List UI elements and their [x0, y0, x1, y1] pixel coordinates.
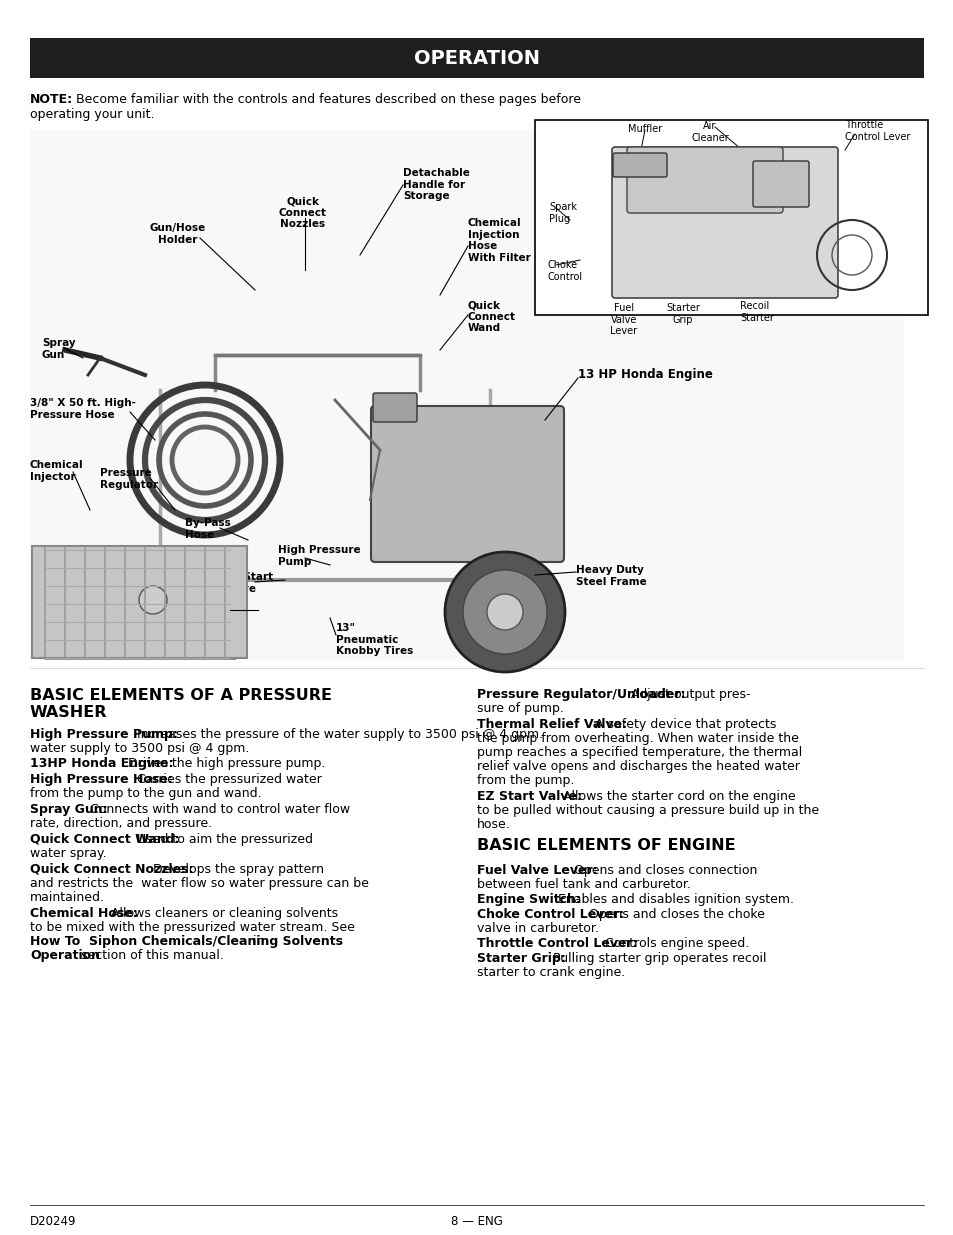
FancyBboxPatch shape: [626, 147, 782, 212]
Text: Throttle
Control Lever: Throttle Control Lever: [844, 120, 909, 142]
Text: Operation: Operation: [30, 948, 100, 962]
Circle shape: [462, 571, 546, 655]
Text: and restricts the  water flow so water pressure can be: and restricts the water flow so water pr…: [30, 877, 369, 890]
Text: Allows the starter cord on the engine: Allows the starter cord on the engine: [555, 790, 795, 803]
Text: relief valve opens and discharges the heated water: relief valve opens and discharges the he…: [476, 760, 799, 773]
Text: 13HP Honda Engine:: 13HP Honda Engine:: [30, 757, 173, 769]
Bar: [30, 38, 923, 78]
Text: water supply to 3500 psi @ 4 gpm.: water supply to 3500 psi @ 4 gpm.: [30, 742, 249, 755]
Text: between fuel tank and carburetor.: between fuel tank and carburetor.: [476, 878, 690, 890]
Text: Chemical Hose:: Chemical Hose:: [30, 906, 137, 920]
Text: Controls engine speed.: Controls engine speed.: [597, 937, 748, 950]
Text: valve in carburetor.: valve in carburetor.: [476, 923, 598, 935]
Text: Opens and closes the choke: Opens and closes the choke: [580, 908, 764, 921]
Text: Muffler: Muffler: [627, 124, 661, 135]
FancyBboxPatch shape: [371, 406, 563, 562]
Text: Become familiar with the controls and features described on these pages before: Become familiar with the controls and fe…: [71, 93, 580, 106]
Text: Fuel Valve Lever:: Fuel Valve Lever:: [476, 864, 597, 877]
Text: Heavy Duty
Steel Frame: Heavy Duty Steel Frame: [576, 564, 646, 587]
Text: Quick
Connect
Wand: Quick Connect Wand: [468, 300, 516, 333]
Text: BASIC ELEMENTS OF ENGINE: BASIC ELEMENTS OF ENGINE: [476, 839, 735, 853]
Text: Fuel
Valve
Lever: Fuel Valve Lever: [610, 303, 637, 336]
FancyBboxPatch shape: [612, 147, 837, 298]
Text: 8 — ENG: 8 — ENG: [451, 1215, 502, 1228]
Text: water spray.: water spray.: [30, 847, 107, 860]
Text: Throttle Control Lever:: Throttle Control Lever:: [476, 937, 637, 950]
Text: from the pump.: from the pump.: [476, 774, 574, 787]
Text: Thermal Relief Valve:: Thermal Relief Valve:: [476, 718, 626, 731]
Text: Enables and disables ignition system.: Enables and disables ignition system.: [550, 893, 793, 906]
Text: Pressure
Regulator: Pressure Regulator: [100, 468, 158, 489]
Text: to be mixed with the pressurized water stream. See: to be mixed with the pressurized water s…: [30, 921, 355, 934]
Text: OPERATION: OPERATION: [414, 48, 539, 68]
Text: Quick Connect Wand:: Quick Connect Wand:: [30, 832, 179, 846]
Text: pump reaches a specified temperature, the thermal: pump reaches a specified temperature, th…: [476, 746, 801, 760]
Text: sure of pump.: sure of pump.: [476, 701, 563, 715]
Text: Allows cleaners or cleaning solvents: Allows cleaners or cleaning solvents: [103, 906, 338, 920]
Text: to be pulled without causing a pressure build up in the: to be pulled without causing a pressure …: [476, 804, 819, 818]
Text: Starter
Grip: Starter Grip: [665, 303, 700, 325]
Text: Spark
Plug: Spark Plug: [548, 203, 577, 224]
Circle shape: [105, 552, 201, 648]
Text: Adjust output pres-: Adjust output pres-: [622, 688, 750, 701]
Text: operating your unit.: operating your unit.: [30, 107, 154, 121]
Text: Chemical
Injector: Chemical Injector: [30, 459, 84, 482]
Text: Quick
Connect
Nozzles: Quick Connect Nozzles: [278, 196, 327, 230]
Text: Increases the pressure of the water supply to 3500 psi @ 4 gpm.: Increases the pressure of the water supp…: [129, 727, 543, 741]
Text: Engine Switch:: Engine Switch:: [476, 893, 580, 906]
Text: Opens and closes connection: Opens and closes connection: [565, 864, 757, 877]
Circle shape: [486, 594, 522, 630]
Text: Drives the high pressure pump.: Drives the high pressure pump.: [124, 757, 325, 769]
Text: Quick Connect Nozzles:: Quick Connect Nozzles:: [30, 863, 193, 876]
Text: High Pressure Hose:: High Pressure Hose:: [30, 773, 172, 785]
Text: Chemical
Injection
Hose
With Filter: Chemical Injection Hose With Filter: [468, 219, 530, 263]
Text: High Pressure Pump:: High Pressure Pump:: [30, 727, 177, 741]
Text: A safety device that protects: A safety device that protects: [586, 718, 775, 731]
Bar: [535, 120, 927, 315]
Text: High Pressure
Pump: High Pressure Pump: [277, 545, 360, 567]
Text: 13"
Pneumatic
Knobby Tires: 13" Pneumatic Knobby Tires: [335, 622, 413, 656]
Text: starter to crank engine.: starter to crank engine.: [476, 966, 624, 979]
Text: section of this manual.: section of this manual.: [77, 948, 224, 962]
Text: Choke Control Lever:: Choke Control Lever:: [476, 908, 623, 921]
Text: Recoil
Starter: Recoil Starter: [740, 301, 773, 322]
FancyBboxPatch shape: [752, 161, 808, 207]
FancyBboxPatch shape: [373, 393, 416, 422]
Text: How To  Siphon Chemicals/Cleaning Solvents: How To Siphon Chemicals/Cleaning Solvent…: [30, 935, 343, 948]
Text: EZ Start
Valve: EZ Start Valve: [225, 572, 273, 594]
Bar: [30, 130, 903, 659]
Text: D20249: D20249: [30, 1215, 76, 1228]
Circle shape: [121, 568, 185, 632]
Bar: [32, 546, 247, 658]
Text: Pressure Regulator/Unloader:: Pressure Regulator/Unloader:: [476, 688, 685, 701]
Text: Gun/Hose
Holder: Gun/Hose Holder: [150, 224, 206, 245]
Text: Air
Cleaner: Air Cleaner: [690, 121, 728, 142]
Text: Pulling starter grip operates recoil: Pulling starter grip operates recoil: [544, 952, 765, 965]
Text: By-Pass
Hose: By-Pass Hose: [185, 517, 231, 540]
Text: Connects with wand to control water flow: Connects with wand to control water flow: [82, 803, 350, 816]
Text: Thermal
Relief
Valve: Thermal Relief Valve: [195, 598, 244, 631]
FancyBboxPatch shape: [613, 153, 666, 177]
Text: EZ Start Valve:: EZ Start Valve:: [476, 790, 581, 803]
Circle shape: [139, 585, 167, 614]
Text: the pump from overheating. When water inside the: the pump from overheating. When water in…: [476, 732, 798, 745]
Text: Choke
Control: Choke Control: [547, 261, 582, 282]
Text: Spray
Gun: Spray Gun: [42, 338, 75, 359]
Text: rate, direction, and pressure.: rate, direction, and pressure.: [30, 818, 212, 830]
Circle shape: [444, 552, 564, 672]
Text: Used to aim the pressurized: Used to aim the pressurized: [129, 832, 313, 846]
Text: NOTE:: NOTE:: [30, 93, 73, 106]
Text: BASIC ELEMENTS OF A PRESSURE
WASHER: BASIC ELEMENTS OF A PRESSURE WASHER: [30, 688, 332, 720]
Text: 13 HP Honda Engine: 13 HP Honda Engine: [578, 368, 712, 382]
Text: Carries the pressurized water: Carries the pressurized water: [129, 773, 321, 785]
Text: in: in: [249, 935, 264, 948]
Text: Detachable
Handle for
Storage: Detachable Handle for Storage: [402, 168, 470, 201]
Text: 3/8" X 50 ft. High-
Pressure Hose: 3/8" X 50 ft. High- Pressure Hose: [30, 398, 135, 420]
Text: from the pump to the gun and wand.: from the pump to the gun and wand.: [30, 787, 261, 800]
Text: hose.: hose.: [476, 818, 510, 831]
Text: Starter Grip:: Starter Grip:: [476, 952, 565, 965]
Text: Develops the spray pattern: Develops the spray pattern: [145, 863, 323, 876]
Text: maintained.: maintained.: [30, 890, 105, 904]
Text: Spray Gun:: Spray Gun:: [30, 803, 108, 816]
